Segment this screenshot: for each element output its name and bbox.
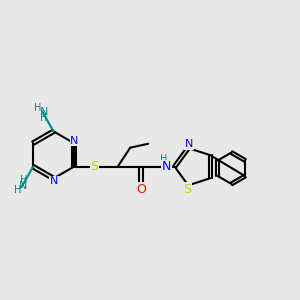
- Text: N: N: [40, 107, 48, 117]
- Text: S: S: [184, 183, 192, 196]
- Text: H: H: [160, 154, 167, 164]
- Text: H: H: [34, 103, 42, 113]
- Text: N: N: [50, 176, 58, 186]
- Text: N: N: [162, 160, 172, 173]
- Text: H: H: [40, 113, 47, 123]
- Text: N: N: [19, 181, 28, 191]
- Text: O: O: [136, 183, 146, 196]
- Text: N: N: [185, 139, 193, 149]
- Text: H: H: [20, 175, 27, 185]
- Text: S: S: [90, 160, 98, 173]
- Text: N: N: [70, 136, 79, 146]
- Text: H: H: [14, 185, 21, 195]
